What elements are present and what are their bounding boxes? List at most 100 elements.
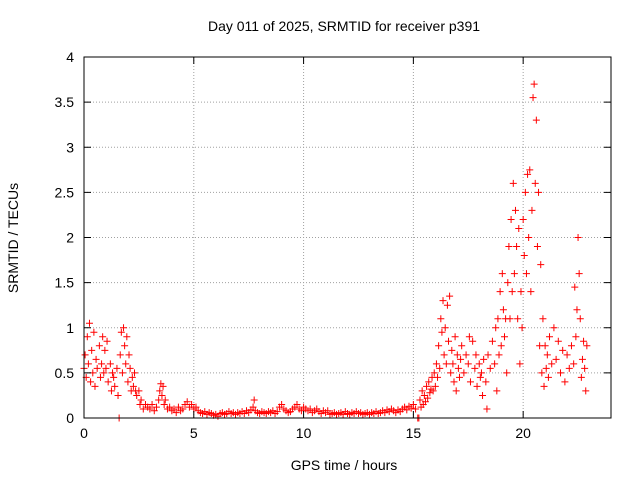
data-point <box>454 364 462 372</box>
data-point <box>170 405 178 413</box>
y-tick-label: 1.5 <box>55 275 75 291</box>
data-point <box>541 342 549 350</box>
data-point <box>542 364 550 372</box>
data-point <box>522 270 530 278</box>
x-tick-label: 10 <box>296 425 312 441</box>
data-point <box>155 396 163 404</box>
data-point <box>504 279 512 287</box>
data-point <box>518 324 526 332</box>
data-point <box>499 306 507 314</box>
data-point <box>533 243 541 251</box>
data-point <box>514 315 522 323</box>
data-point <box>107 387 115 395</box>
data-point <box>109 369 117 377</box>
data-point <box>87 378 95 386</box>
data-point <box>113 364 121 372</box>
data-point <box>443 301 451 309</box>
data-point <box>450 378 458 386</box>
data-point <box>497 342 505 350</box>
data-point <box>561 378 569 386</box>
y-axis-ticks: 0 0.5 1 1.5 2 2.5 3 3.5 4 <box>55 49 611 426</box>
data-point <box>507 215 515 223</box>
data-point <box>484 351 492 359</box>
data-point <box>483 405 491 413</box>
data-point <box>550 324 558 332</box>
data-point <box>580 337 588 345</box>
data-point <box>114 391 122 399</box>
data-point <box>166 403 174 411</box>
data-point <box>445 337 453 345</box>
data-point <box>525 234 533 241</box>
data-point <box>571 283 579 291</box>
x-tick-label: 0 <box>80 425 88 441</box>
data-point <box>412 405 420 413</box>
data-point <box>543 351 551 359</box>
data-point <box>577 373 585 381</box>
data-point <box>475 360 483 368</box>
data-point <box>473 382 481 390</box>
data-point <box>583 342 591 350</box>
data-point <box>139 405 147 413</box>
data-point <box>293 400 301 408</box>
y-tick-label: 3.5 <box>55 94 75 110</box>
data-point <box>546 333 554 341</box>
data-point <box>469 337 477 345</box>
data-point <box>131 369 139 377</box>
data-point <box>575 270 583 278</box>
data-point <box>538 369 546 377</box>
data-point <box>429 387 437 395</box>
data-point <box>462 351 470 359</box>
data-point <box>453 351 461 359</box>
x-tick-label: 15 <box>406 425 422 441</box>
data-point <box>110 373 118 381</box>
x-tick-label: 20 <box>515 425 531 441</box>
y-tick-label: 2.5 <box>55 184 75 200</box>
grid <box>84 57 611 418</box>
data-point <box>121 342 129 350</box>
data-point <box>278 400 286 408</box>
data-point <box>513 243 521 251</box>
data-point <box>93 364 101 372</box>
data-point <box>146 405 154 413</box>
data-point <box>573 306 581 314</box>
y-tick-label: 0.5 <box>55 365 75 381</box>
data-point <box>129 382 137 390</box>
data-point <box>480 355 488 363</box>
data-point <box>528 206 536 214</box>
data-point <box>494 315 502 323</box>
data-point <box>152 403 160 411</box>
data-point <box>416 396 424 404</box>
data-point <box>578 355 586 363</box>
y-tick-label: 0 <box>66 410 74 426</box>
data-point <box>511 206 519 214</box>
data-point <box>430 369 438 377</box>
data-point <box>451 333 459 341</box>
data-point <box>508 288 516 296</box>
data-point <box>116 351 124 359</box>
data-point <box>556 369 564 377</box>
data-point <box>492 324 500 332</box>
data-point <box>446 292 454 300</box>
data-point <box>458 342 466 350</box>
data-point <box>482 378 490 386</box>
data-point <box>552 355 560 363</box>
data-point <box>425 378 433 386</box>
data-point <box>501 333 509 341</box>
data-point <box>179 405 187 413</box>
data-point <box>120 324 128 332</box>
data-point <box>503 369 511 377</box>
data-point <box>532 116 540 124</box>
data-point <box>125 351 133 359</box>
data-point <box>100 369 108 377</box>
data-point <box>506 315 514 323</box>
data-point <box>83 333 91 341</box>
data-point <box>526 166 534 174</box>
data-point <box>464 360 472 368</box>
data-point <box>548 360 556 368</box>
y-tick-label: 3 <box>66 139 74 155</box>
data-point <box>249 403 257 411</box>
data-point <box>98 360 106 368</box>
data-point <box>123 333 131 341</box>
data-point <box>128 373 136 381</box>
